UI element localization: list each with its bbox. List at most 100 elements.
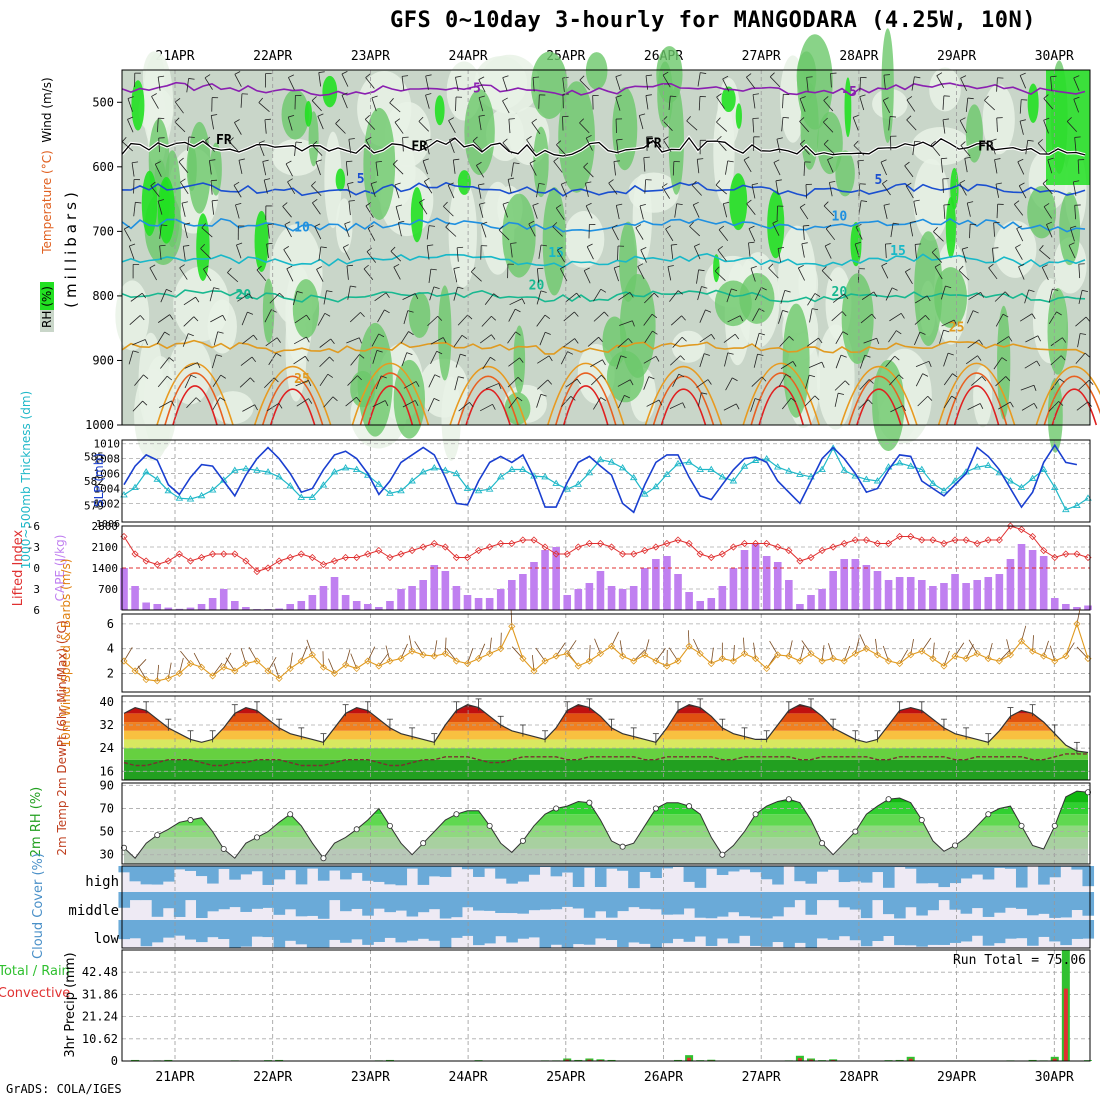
wind-barb [616, 355, 622, 370]
rh-legend-swatch [40, 310, 54, 332]
wind-barb [768, 267, 779, 279]
wind-barb [502, 100, 510, 114]
thickness-point [419, 468, 427, 475]
wind-barb-flag [164, 331, 170, 336]
wind-barb-flag [394, 118, 401, 123]
wind-speed-point [896, 659, 904, 668]
cloud-cover-cell [450, 892, 463, 918]
wind-barb-flag [332, 396, 338, 402]
y-tick-label: 10.62 [82, 1032, 118, 1046]
wind-speed-point [330, 669, 339, 677]
wind-barb-flag [967, 97, 974, 100]
wind-barb-flag [149, 264, 156, 269]
lifted-index-point [574, 543, 582, 551]
wind-barb [1075, 352, 1086, 364]
wind-barb [371, 97, 377, 112]
wind-barb-flag [727, 160, 734, 163]
cloud-cover-cell [340, 892, 352, 912]
cape-bar [685, 592, 693, 610]
wind-barb [722, 78, 730, 92]
rh-high-region [997, 305, 1011, 420]
rh-point [453, 811, 460, 818]
wind-barb [346, 265, 349, 280]
wind-barb [890, 223, 894, 238]
cloud-cover-cell [617, 920, 629, 948]
rh-low-region [816, 324, 855, 430]
cape-bar [640, 568, 649, 610]
cloud-cover-cell [705, 920, 718, 946]
cape-bar [807, 595, 815, 610]
isotherm-line [121, 81, 1086, 97]
y-tick-label-left: 579 [84, 500, 104, 513]
lifted-index-point [175, 550, 183, 558]
wind-barb [1042, 183, 1053, 195]
wind-barb-flag [1017, 158, 1024, 163]
wind-barb [752, 94, 756, 109]
cloud-cover-cell [561, 866, 574, 873]
wind-barb [565, 292, 577, 303]
wind-barb [557, 249, 565, 263]
lifted-index-point [796, 557, 804, 565]
wind-barb [940, 285, 946, 300]
wind-barb-flag [645, 74, 653, 77]
cloud-cover-cell [262, 920, 275, 938]
rh-band [124, 848, 1088, 864]
wind-barb-flag [526, 136, 532, 141]
rh-high-region [262, 278, 275, 343]
wind-barb-flag [233, 181, 240, 186]
cloud-cover-cell [993, 892, 1006, 913]
lifted-index-point [884, 539, 893, 548]
thickness-point [508, 465, 516, 472]
rh-point [852, 828, 859, 835]
wind-barb [968, 292, 981, 300]
cape-bar [607, 586, 616, 610]
cloud-cover-cell [639, 920, 651, 944]
wind-barb-flag [894, 355, 900, 361]
wind-barb [563, 338, 575, 348]
wind-barb [414, 641, 424, 656]
y-tick-label-right: 700 [98, 583, 118, 596]
wind-barb-flag [360, 312, 365, 318]
wind-barb-flag [707, 379, 712, 385]
wind-barb-flag [346, 264, 353, 267]
wind-barb [267, 224, 270, 239]
wind-barb-flag [1037, 139, 1043, 144]
cloud-cover-cell [406, 866, 419, 869]
wind-barb [799, 98, 806, 112]
cloud-cover-cell [1060, 920, 1072, 946]
cloud-cover-cell [783, 920, 795, 948]
cape-bar [796, 604, 804, 610]
wind-barb [158, 400, 172, 408]
wind-barb-flag [1073, 180, 1080, 183]
wind-barb [457, 314, 468, 326]
cloud-cover-cell [971, 920, 984, 936]
wind-barb [365, 205, 374, 218]
wind-barb-flag [209, 159, 216, 161]
wind-barb-flag [385, 292, 390, 298]
lifted-index-point [142, 557, 150, 565]
wind-barb-flag [188, 136, 195, 138]
wind-barb-flag [341, 92, 348, 96]
wind-barb [234, 122, 242, 135]
cape-bar [740, 550, 749, 610]
thickness-point [264, 468, 272, 475]
wind-barb-flag [457, 286, 464, 290]
wind-barb [294, 314, 307, 324]
cloud-cover-cell [229, 892, 241, 908]
y-tick-label: 42.48 [82, 965, 118, 979]
cloud-cover-cell [927, 920, 939, 945]
wind-barb-flag [389, 98, 394, 104]
wind-barb-flag [544, 314, 551, 319]
rh-point [519, 837, 526, 844]
lifted-index-point [785, 546, 793, 555]
wind-barb [318, 246, 322, 261]
wind-barb [258, 102, 270, 112]
wind-barb [858, 183, 861, 198]
temp2m-frame [121, 695, 1091, 781]
rh-point [652, 805, 659, 812]
wind-barb [157, 375, 168, 388]
thickness-point [596, 455, 605, 463]
wind-barb [236, 244, 242, 259]
y-tick-label: 500 [92, 95, 114, 109]
